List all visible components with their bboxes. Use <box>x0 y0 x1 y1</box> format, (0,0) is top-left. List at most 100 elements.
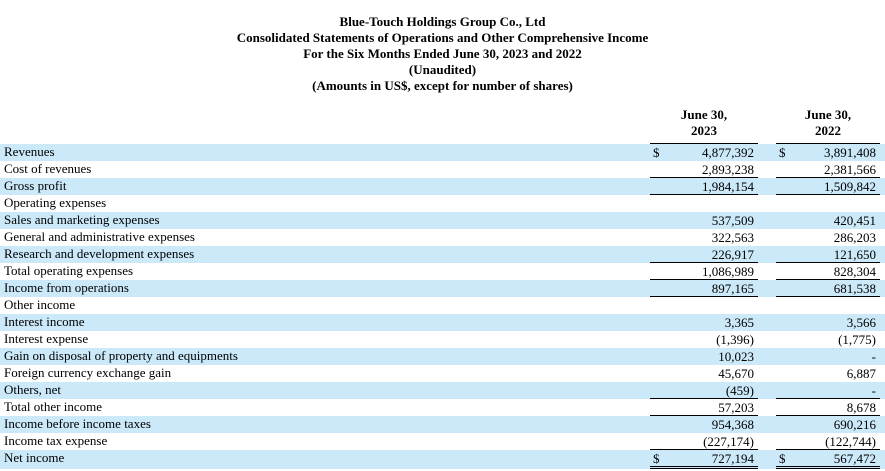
value-box-2023: $4,877,392 <box>650 144 758 160</box>
row-label: Income from operations <box>4 280 129 295</box>
table-row: Revenues $4,877,392 $3,891,408 <box>0 144 885 161</box>
value-box-2022: $567,472 <box>776 450 880 469</box>
value-2023: 226,917 <box>711 247 754 262</box>
value-2023: 2,893,238 <box>702 162 754 177</box>
table-row: Operating expenses <box>0 195 885 212</box>
row-label: Sales and marketing expenses <box>4 212 160 227</box>
value-cell-2023: 1,086,989 <box>650 263 758 280</box>
value-2022: (122,744) <box>825 434 876 449</box>
edge-spacer <box>880 433 885 450</box>
value-2023: 897,165 <box>711 281 754 296</box>
column-gap <box>758 348 776 365</box>
value-cell-2023: 226,917 <box>650 246 758 263</box>
edge-spacer <box>880 399 885 416</box>
title-line: Blue-Touch Holdings Group Co., Ltd <box>339 14 546 29</box>
value-cell-2022: $567,472 <box>776 450 880 469</box>
row-label: Net income <box>4 450 65 465</box>
value-cell-2022: - <box>776 382 880 399</box>
value-2022: 3,566 <box>846 315 876 330</box>
edge-spacer <box>880 107 885 144</box>
value-2023: (227,174) <box>703 434 754 449</box>
value-box-2022: 690,216 <box>776 416 880 432</box>
value-cell-2023: (227,174) <box>650 433 758 450</box>
column-header-line2: 2022 <box>815 123 841 138</box>
column-gap <box>758 212 776 229</box>
value-cell-2022: 6,887 <box>776 365 880 382</box>
value-cell-2023 <box>650 297 758 314</box>
column-header-row: June 30, 2023 June 30, 2022 <box>0 107 885 144</box>
value-2022: - <box>871 349 876 364</box>
value-box-2022: - <box>776 348 880 364</box>
column-gap <box>758 416 776 433</box>
value-cell-2022 <box>776 297 880 314</box>
value-cell-2022 <box>776 195 880 212</box>
value-box-2023: 2,893,238 <box>650 161 758 178</box>
value-2022: 828,304 <box>833 264 876 279</box>
title-line: For the Six Months Ended June 30, 2023 a… <box>303 46 582 61</box>
column-gap <box>758 297 776 314</box>
value-box-2022: 8,678 <box>776 399 880 416</box>
dollar-sign-2023: $ <box>653 145 660 160</box>
value-box-2023 <box>650 297 758 313</box>
table-row: Income tax expense (227,174) (122,744) <box>0 433 885 450</box>
table-row: Interest income 3,365 3,566 <box>0 314 885 331</box>
row-label: Gross profit <box>4 178 67 193</box>
column-header-line1: June 30, <box>804 107 852 122</box>
value-cell-2023: 45,670 <box>650 365 758 382</box>
column-gap <box>758 450 776 469</box>
edge-spacer <box>880 348 885 365</box>
value-box-2023: 954,368 <box>650 416 758 432</box>
value-box-2022: 828,304 <box>776 263 880 280</box>
value-cell-2023: 954,368 <box>650 416 758 433</box>
value-cell-2022: 121,650 <box>776 246 880 263</box>
value-2022: 286,203 <box>833 230 876 245</box>
value-box-2022: 681,538 <box>776 280 880 297</box>
value-2022: 681,538 <box>833 281 876 296</box>
value-box-2022: (1,775) <box>776 331 880 347</box>
column-header-line1: June 30, <box>680 107 728 122</box>
value-2023: (1,396) <box>716 332 754 347</box>
value-2023: 1,086,989 <box>702 264 754 279</box>
value-cell-2023: 3,365 <box>650 314 758 331</box>
value-box-2022: - <box>776 382 880 399</box>
value-cell-2023: 1,984,154 <box>650 178 758 195</box>
value-cell-2022: 8,678 <box>776 399 880 416</box>
value-2023: (459) <box>725 383 754 398</box>
title-line: (Unaudited) <box>408 62 477 77</box>
value-cell-2022: (1,775) <box>776 331 880 348</box>
value-2022: 2,381,566 <box>824 162 876 177</box>
row-label: Operating expenses <box>4 195 107 210</box>
value-cell-2023: $727,194 <box>650 450 758 469</box>
value-cell-2023: 57,203 <box>650 399 758 416</box>
value-box-2023: $727,194 <box>650 450 758 469</box>
table-row: Net income $727,194 $567,472 <box>0 450 885 469</box>
value-2022: 420,451 <box>833 213 876 228</box>
edge-spacer <box>880 331 885 348</box>
value-box-2023: 226,917 <box>650 246 758 263</box>
value-box-2022: 3,566 <box>776 314 880 330</box>
column-gap <box>758 433 776 450</box>
column-header-line2: 2023 <box>691 123 717 138</box>
value-cell-2023 <box>650 195 758 212</box>
value-2023: 57,203 <box>718 400 754 415</box>
edge-spacer <box>880 161 885 178</box>
table-row: Total other income 57,203 8,678 <box>0 399 885 416</box>
value-cell-2022: 420,451 <box>776 212 880 229</box>
column-gap <box>758 331 776 348</box>
value-box-2023: 1,984,154 <box>650 178 758 195</box>
edge-spacer <box>880 195 885 212</box>
row-label: Other income <box>4 297 76 312</box>
value-box-2022: 121,650 <box>776 246 880 263</box>
value-box-2022: $3,891,408 <box>776 144 880 160</box>
document-header: Blue-Touch Holdings Group Co., Ltd Consol… <box>0 0 885 94</box>
value-cell-2022: 690,216 <box>776 416 880 433</box>
value-box-2022 <box>776 297 880 313</box>
value-box-2022: 420,451 <box>776 212 880 228</box>
value-box-2022: 286,203 <box>776 229 880 245</box>
table-row: General and administrative expenses 322,5… <box>0 229 885 246</box>
value-2023: 322,563 <box>711 230 754 245</box>
value-2022: 121,650 <box>833 247 876 262</box>
value-box-2023: (227,174) <box>650 433 758 450</box>
table-row: Foreign currency exchange gain 45,670 6,88… <box>0 365 885 382</box>
edge-spacer <box>880 178 885 195</box>
